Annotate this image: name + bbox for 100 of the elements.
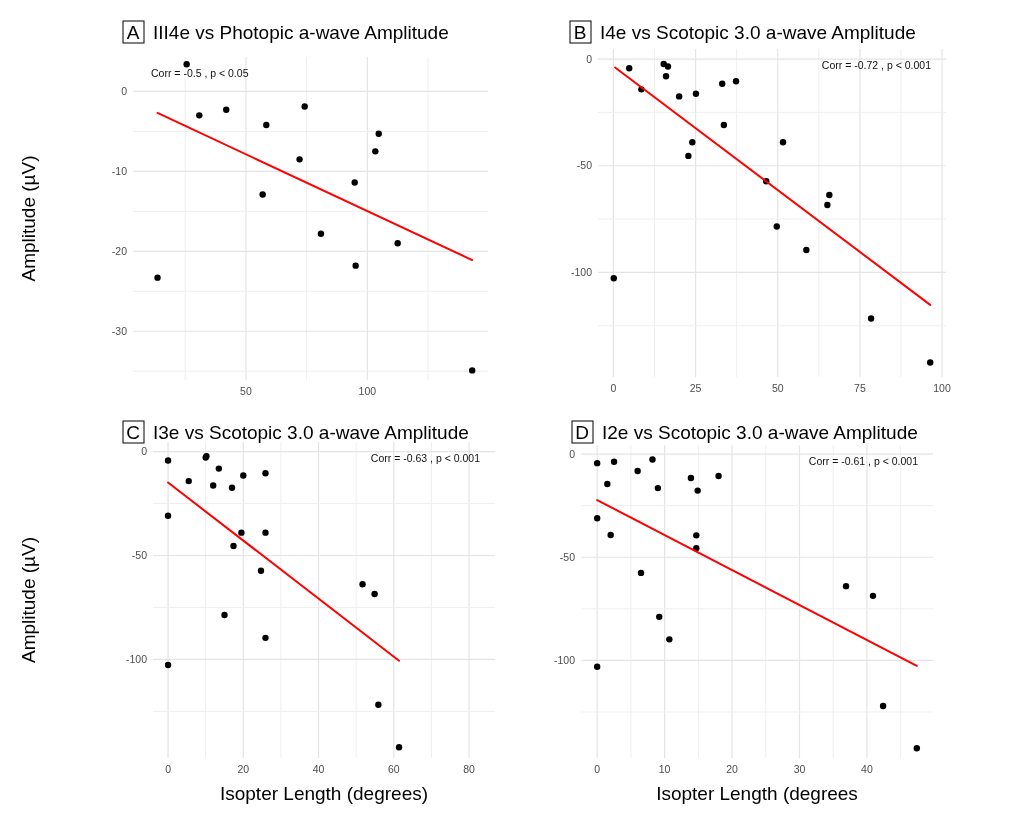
text: C: [126, 421, 140, 443]
chart-title: III4e vs Photopic a-wave Amplitude: [153, 21, 449, 43]
x-tick-label: 100: [933, 382, 951, 394]
x-tick-label: 0: [594, 763, 601, 775]
point: [210, 482, 217, 489]
point: [375, 130, 382, 137]
point: [352, 262, 359, 269]
point: [317, 230, 325, 237]
point: [262, 529, 269, 536]
point: [228, 484, 236, 491]
point: [593, 459, 601, 467]
annotation: Corr = -0.72 , p < 0.001: [821, 59, 932, 71]
point: [238, 529, 245, 536]
x-tick-label: 75: [854, 382, 866, 394]
point: [693, 532, 700, 539]
point: [262, 634, 269, 642]
point: [634, 467, 641, 475]
point: [359, 581, 366, 588]
x-tick-label: 20: [726, 763, 739, 775]
point: [879, 702, 887, 710]
y-axis-title: Amplitude (µV): [17, 155, 39, 282]
point: [196, 112, 203, 119]
point: [715, 472, 722, 480]
point: [230, 542, 237, 550]
x-tick-label: 100: [358, 385, 377, 397]
y-tick-label: -50: [131, 549, 148, 562]
point: [824, 201, 831, 209]
point: [826, 191, 833, 199]
point: [773, 223, 780, 230]
annotation: Corr = -0.63 , p < 0.001: [370, 452, 481, 464]
point: [867, 315, 875, 322]
point: [262, 469, 269, 477]
x-tick-label: 10: [658, 763, 671, 775]
point: [803, 246, 810, 254]
point: [927, 359, 934, 366]
y-tick-label: -10: [111, 165, 128, 177]
x-tick-label: 50: [240, 385, 252, 397]
x-tick-label: 40: [861, 763, 873, 775]
point: [842, 582, 850, 590]
point: [372, 148, 379, 155]
x-axis-title: Isopter Length (degrees: [656, 783, 858, 804]
point: [610, 458, 618, 465]
point: [185, 477, 192, 485]
point: [240, 472, 247, 479]
point: [154, 274, 161, 281]
annotation: Corr = -0.5 , p < 0.05: [151, 67, 249, 79]
point: [164, 457, 172, 464]
point: [371, 590, 378, 598]
annotation: Corr = -0.61 , p < 0.001: [808, 455, 919, 467]
point: [694, 487, 701, 494]
point: [720, 121, 728, 129]
point: [666, 636, 673, 643]
y-tick-label: -100: [125, 653, 148, 666]
x-tick-label: 60: [387, 763, 400, 775]
chart-title: I4e vs Scotopic 3.0 a-wave Amplitude: [600, 21, 916, 43]
point: [654, 484, 662, 492]
text: B: [573, 21, 587, 43]
y-tick-label: -20: [111, 244, 128, 257]
point: [215, 465, 223, 472]
point: [607, 531, 614, 539]
x-tick-label: 0: [610, 382, 617, 394]
point: [869, 592, 877, 600]
point: [183, 61, 190, 68]
y-tick-label: 0: [586, 52, 593, 65]
point: [649, 456, 656, 463]
x-tick-label: 30: [793, 763, 806, 775]
point: [732, 78, 740, 85]
chart-title: I2e vs Scotopic 3.0 a-wave Amplitude: [602, 421, 918, 443]
point: [675, 93, 683, 100]
y-tick-label: 0: [141, 445, 148, 458]
point: [593, 663, 601, 670]
y-tick-label: 0: [569, 447, 576, 460]
point: [687, 474, 695, 482]
point: [164, 661, 172, 669]
point: [656, 613, 663, 621]
point: [685, 152, 692, 160]
point: [259, 191, 266, 198]
y-tick-label: -30: [111, 324, 128, 337]
x-tick-label: 25: [689, 382, 702, 394]
y-tick-label: -100: [570, 266, 593, 279]
point: [637, 569, 645, 577]
point: [301, 103, 308, 110]
text: A: [126, 21, 140, 43]
point: [692, 90, 700, 98]
point: [719, 80, 726, 87]
point: [779, 139, 787, 146]
y-tick-label: 0: [121, 85, 128, 98]
point: [375, 701, 382, 708]
x-tick-label: 50: [771, 382, 784, 394]
x-tick-label: 20: [237, 763, 250, 775]
text: D: [575, 421, 589, 443]
x-tick-label: 80: [463, 763, 476, 775]
point: [662, 73, 670, 80]
x-tick-label: 40: [312, 763, 325, 775]
y-axis-title: Amplitude (µV): [17, 536, 39, 664]
point: [263, 121, 270, 129]
chart-title: I3e vs Scotopic 3.0 a-wave Amplitude: [153, 421, 469, 443]
point: [296, 156, 303, 163]
point: [664, 63, 672, 70]
y-tick-label: -100: [553, 654, 576, 667]
